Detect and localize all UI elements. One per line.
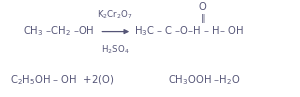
Text: $\mathregular{H_3C}$ – C –O–H – H– OH: $\mathregular{H_3C}$ – C –O–H – H– OH: [134, 25, 243, 39]
Text: $\mathregular{K_2Cr_2O_7}$: $\mathregular{K_2Cr_2O_7}$: [97, 9, 133, 21]
Text: $\mathregular{CH_3}$OOH –$\mathregular{H_2}$O: $\mathregular{CH_3}$OOH –$\mathregular{H…: [169, 73, 241, 87]
Text: $\mathregular{H_2SO_4}$: $\mathregular{H_2SO_4}$: [101, 44, 129, 56]
Text: O: O: [199, 2, 207, 12]
Text: ‖: ‖: [200, 14, 205, 23]
Text: $\mathregular{C_2H_5}$OH – OH  +2(O): $\mathregular{C_2H_5}$OH – OH +2(O): [10, 73, 115, 87]
Text: $\mathregular{CH_3}$ –$\mathregular{CH_2}$ –OH: $\mathregular{CH_3}$ –$\mathregular{CH_2…: [22, 25, 94, 39]
